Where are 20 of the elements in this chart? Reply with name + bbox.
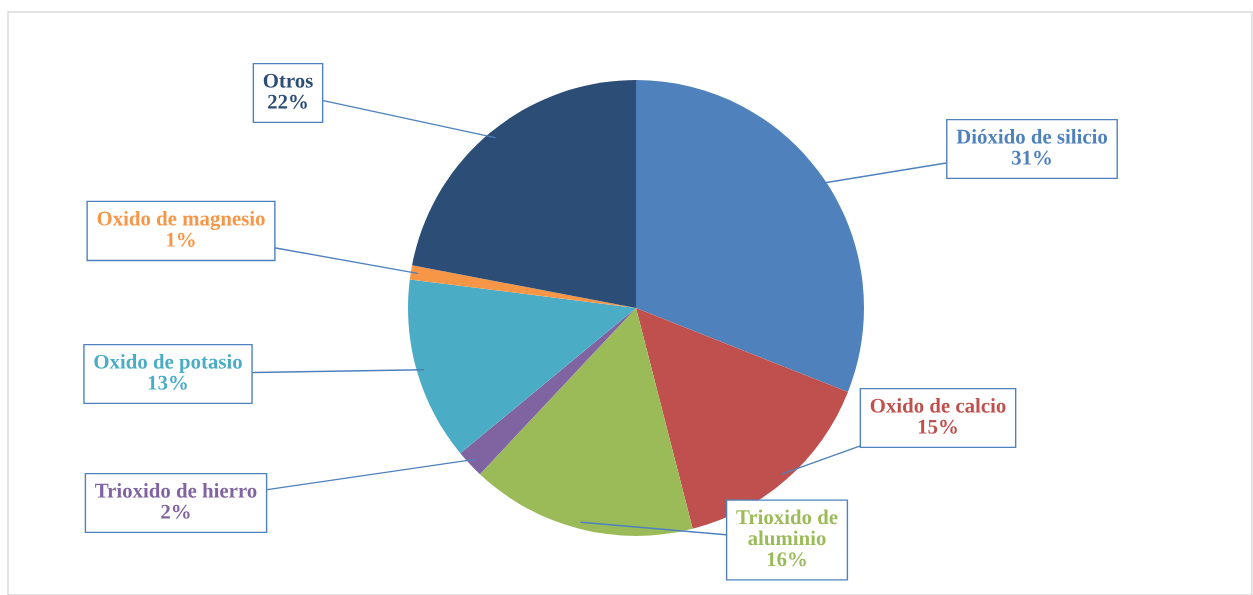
pie-slice — [409, 265, 636, 308]
pie-slice — [412, 80, 636, 308]
data-label: 1% — [167, 232, 195, 247]
slice-label: Dióxido de silicio — [956, 129, 1108, 144]
pie-slice — [479, 308, 693, 536]
pie-slice — [636, 308, 848, 529]
slice-label: Trioxido de hierro — [95, 483, 257, 498]
data-label: 13% — [148, 375, 187, 390]
slice-label: Otros — [263, 73, 313, 88]
slice-label: Trioxido de aluminio — [736, 509, 838, 546]
pie-slice — [460, 308, 636, 475]
slice-label: Oxido de magnesio — [97, 210, 265, 230]
slice-label: Oxido de calcio — [870, 398, 1006, 413]
data-label: 16% — [767, 552, 806, 567]
pie-slice — [408, 279, 636, 454]
data-label: 22% — [268, 94, 307, 109]
data-label: 15% — [918, 419, 957, 434]
slice-label: Oxido de potasio — [94, 354, 242, 373]
data-label: 31% — [1011, 150, 1051, 165]
data-label: 2% — [161, 504, 190, 519]
